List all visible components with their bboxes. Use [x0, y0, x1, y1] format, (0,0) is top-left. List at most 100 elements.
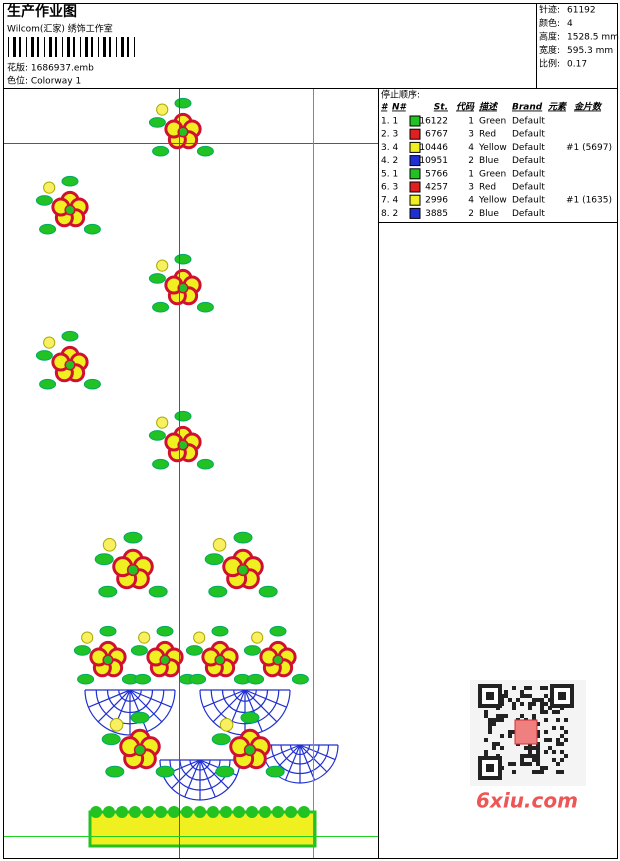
curl [102, 538, 117, 552]
code: 1 [468, 169, 474, 179]
column-header: 代码 [456, 102, 475, 113]
lace [171, 759, 201, 789]
stat-label: 高度: [539, 31, 560, 43]
qr-cell [492, 742, 496, 746]
page-border [3, 3, 618, 859]
qr-cell [536, 730, 540, 734]
lace [203, 689, 246, 708]
scallop [259, 806, 271, 818]
qr-cell [484, 738, 488, 742]
qr-cell [508, 734, 512, 738]
qr-cell [512, 706, 516, 710]
lace [88, 689, 131, 708]
center [64, 204, 76, 216]
code: 4 [468, 143, 474, 153]
color-swatch [409, 207, 421, 219]
leaf [291, 673, 309, 685]
qr-cell [540, 686, 544, 690]
qr-cell [544, 750, 548, 754]
column-header: 金片数 [574, 102, 603, 113]
scallop [90, 806, 102, 818]
lace [199, 759, 216, 798]
qr-cell [556, 710, 560, 714]
code: 3 [468, 130, 474, 140]
leaf [196, 145, 214, 157]
qr-cell [520, 758, 524, 762]
qr-code [470, 680, 586, 786]
qr-cell [552, 758, 556, 762]
code: 2 [468, 156, 474, 166]
stat-label: 颜色: [539, 17, 560, 29]
leaf [196, 301, 214, 313]
qr-cell [500, 734, 504, 738]
bar [109, 37, 111, 57]
qr-cell [492, 746, 496, 750]
qr-cell [488, 726, 492, 730]
row-number: 4. 2 [381, 156, 398, 166]
curl [156, 103, 169, 116]
leaf [155, 765, 175, 778]
column-header: St. [434, 103, 448, 113]
qr-cell [524, 754, 528, 758]
leaf [130, 645, 148, 656]
qr-cell [536, 722, 540, 726]
qr-cell [544, 766, 548, 770]
qr-cell [532, 770, 536, 774]
stitches: 2996 [425, 196, 448, 206]
bar [37, 37, 39, 57]
leaf [240, 711, 260, 724]
leaf [35, 195, 53, 206]
qr-cell [484, 750, 488, 754]
qr-cell [504, 714, 508, 718]
stitches: 16122 [419, 117, 448, 127]
leaf [189, 673, 207, 685]
qr-cell [532, 702, 536, 706]
qr-cell [528, 746, 532, 750]
stop-title: 停止顺序: [381, 89, 420, 101]
bar [26, 37, 27, 57]
scallop [142, 806, 154, 818]
bar [127, 37, 129, 57]
qr-cell [544, 694, 548, 698]
scallop [207, 806, 219, 818]
qr-cell [488, 730, 492, 734]
qr-cell [560, 734, 564, 738]
description: Green [479, 169, 506, 179]
qr-cell [488, 718, 492, 722]
leaf [211, 625, 229, 637]
center [159, 654, 171, 666]
stat-label: 宽度: [539, 44, 560, 56]
leaf [211, 733, 231, 746]
leaf [83, 223, 101, 235]
leaf [148, 430, 166, 441]
qr-cell [512, 702, 516, 706]
qr-cell [556, 770, 560, 774]
qr-cell [560, 726, 564, 730]
lace [284, 744, 301, 781]
scallop [272, 806, 284, 818]
qr-cell [564, 730, 568, 734]
curl [219, 718, 234, 732]
qr-cell [544, 710, 548, 714]
qr-cell [552, 710, 556, 714]
qr-cell [536, 742, 540, 746]
scallop [181, 806, 193, 818]
qr-cell [544, 738, 548, 742]
qr-cell [528, 754, 532, 758]
scallop [233, 806, 245, 818]
leaf [61, 175, 79, 187]
qr-cell [524, 694, 528, 698]
qr-cell [512, 730, 516, 734]
column-header: N# [392, 103, 408, 113]
qr-cell [560, 758, 564, 762]
qr-finder [558, 692, 566, 700]
bar [134, 37, 135, 57]
stitches: 5766 [425, 169, 448, 179]
leaf [258, 585, 278, 598]
barcode [8, 37, 135, 57]
qr-cell [528, 702, 532, 706]
qr-cell [536, 750, 540, 754]
curl [43, 181, 56, 194]
qr-cell [560, 750, 564, 754]
bar [80, 37, 81, 57]
